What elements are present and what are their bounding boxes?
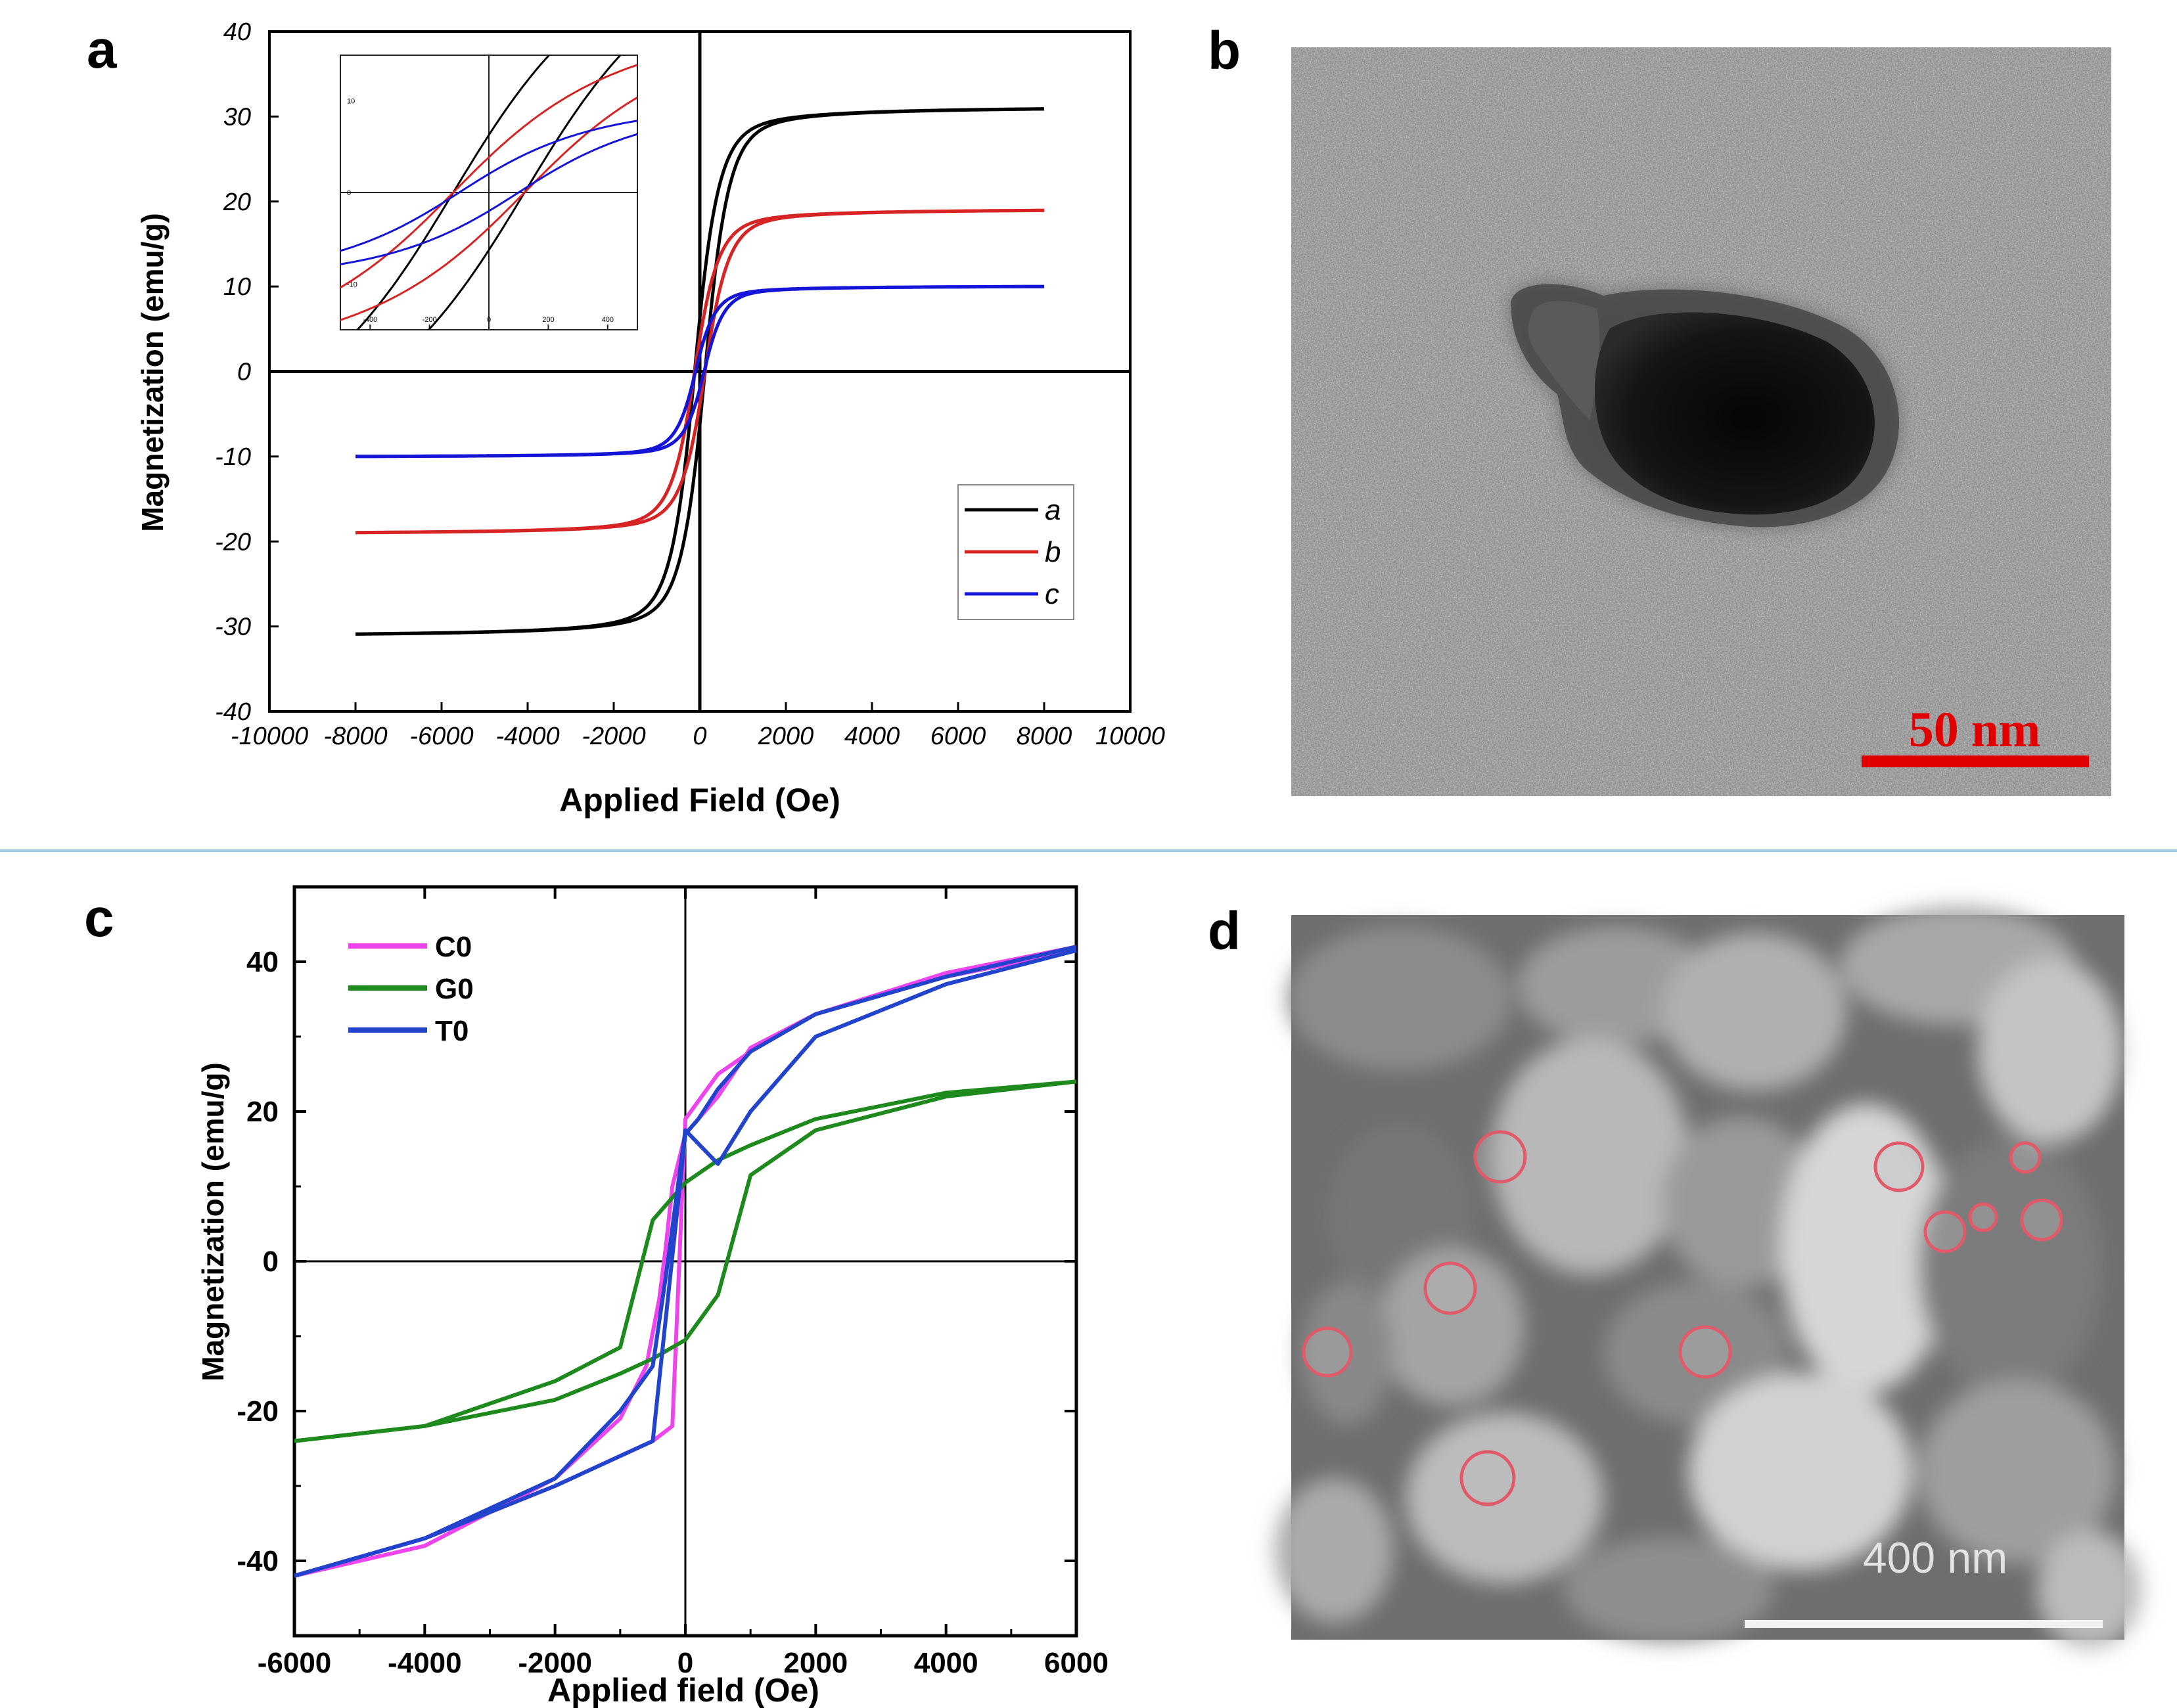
chart-c-xtick-label: -6000 [258, 1647, 332, 1679]
chart-a-ytick-label: -20 [215, 528, 251, 556]
chart-a-xlabel: Applied Field (Oe) [559, 782, 840, 819]
chart-c-xtick-label: 4000 [914, 1647, 978, 1679]
chart-c-ytick-label: 0 [263, 1246, 279, 1278]
chart-a-xtick-label: 4000 [844, 723, 900, 750]
chart-a-xtick-label: -6000 [409, 723, 473, 750]
tem-micrograph: 50 nm [1291, 47, 2111, 796]
chart-a-legend-label: c [1045, 578, 1059, 610]
chart-c-series-T0-lower [294, 948, 1077, 1578]
chart-c-legend-label: G0 [435, 973, 474, 1005]
chart-a-inset-ytick-label: 0 [347, 189, 351, 197]
chart-a-inset-series-a [356, 55, 551, 330]
chart-a-ytick-label: 30 [223, 103, 251, 131]
panel-label-d: d [1208, 901, 1241, 961]
sem-highlight-circles [1302, 1130, 2063, 1506]
chart-a-ytick-label: 20 [223, 189, 251, 216]
chart-c-xtick-label: -4000 [388, 1647, 462, 1679]
chart-c-ytick-label: -40 [237, 1545, 279, 1577]
chart-c-ylabel: Magnetization (emu/g) [196, 1062, 230, 1382]
chart-a-inset-series-a [427, 55, 622, 330]
chart-a-ytick-label: 10 [223, 273, 251, 301]
nanoparticle [1511, 284, 1899, 528]
highlight-circle [2020, 1198, 2063, 1242]
chart-a-inset-xtick-label: 0 [487, 316, 491, 324]
chart-c-series-G0-upper [294, 1079, 1077, 1443]
highlight-circle [1873, 1141, 1925, 1192]
chart-a-xtick-label: -4000 [495, 723, 559, 750]
chart-c-ytick-label: -20 [237, 1395, 279, 1427]
chart-c-xtick-label: 6000 [1044, 1647, 1109, 1679]
chart-a-inset-series-c [340, 133, 637, 265]
chart-c-legend-label: C0 [435, 931, 472, 963]
chart-c-series-G0-lower [294, 1079, 1077, 1443]
chart-a-inset-series-b [340, 64, 637, 289]
chart-c-hysteresis: -6000 -4000 -2000 0 2000 4000 6000 -40 -20 0 20 40 C… [237, 885, 1109, 1679]
scale-bar-label-b: 50 nm [1909, 702, 2041, 757]
chart-c-xtick-label: -2000 [518, 1647, 592, 1679]
chart-a-ytick-label: -30 [215, 614, 251, 641]
sem-micrograph: 400 nm [1275, 907, 2142, 1649]
chart-c-legend-label: T0 [435, 1015, 469, 1047]
chart-c-xtick-label: 0 [677, 1647, 693, 1679]
chart-a-ytick-label: -40 [215, 698, 251, 726]
scale-bar-d [1745, 1620, 2103, 1628]
chart-a-series-b [355, 208, 1045, 535]
chart-a-inset-series-c [340, 120, 637, 252]
chart-a-inset-series-b [340, 96, 637, 321]
scale-bar-label-d: 400 nm [1863, 1533, 2007, 1582]
chart-c-ytick-label: 20 [246, 1096, 279, 1128]
panel-label-c: c [84, 888, 114, 948]
chart-a-inset-xtick-label: 400 [602, 316, 614, 324]
chart-a-legend-label: b [1045, 536, 1061, 568]
chart-a-ylabel: Magnetization (emu/g) [135, 213, 170, 532]
panel-label-b: b [1208, 21, 1241, 81]
chart-a-xtick-label: -2000 [582, 723, 645, 750]
highlight-circle [1968, 1202, 1998, 1232]
chart-a-series-a [355, 107, 1044, 636]
chart-a-inset-xtick-label: 200 [542, 316, 554, 324]
chart-a-xtick-label: -10000 [231, 723, 308, 750]
highlight-circle [1678, 1325, 1732, 1379]
chart-a-ytick-label: -10 [215, 443, 251, 471]
chart-c-series-T0-upper [294, 945, 1077, 1578]
highlight-circle [1473, 1130, 1527, 1184]
chart-a-ytick-label: 40 [223, 18, 251, 46]
highlight-circle [1459, 1450, 1516, 1506]
sem-particles [1275, 907, 2142, 1649]
panel-label-a: a [87, 20, 118, 79]
chart-a-series-c [355, 284, 1044, 459]
chart-a-inset-xtick-label: -200 [423, 316, 437, 324]
chart-a-xtick-label: 6000 [930, 723, 986, 750]
highlight-circle [2009, 1141, 2042, 1174]
chart-c-xlabel: Applied field (Oe) [547, 1672, 819, 1708]
chart-a-ytick-label: 0 [237, 359, 251, 386]
highlight-circle [1923, 1210, 1967, 1253]
chart-a-xtick-label: 2000 [758, 723, 814, 750]
highlight-circle [1423, 1261, 1477, 1315]
chart-c-xtick-label: 2000 [783, 1647, 848, 1679]
chart-a-xtick-label: -8000 [323, 723, 387, 750]
highlight-circle [1302, 1326, 1353, 1378]
scale-bar-b [1862, 755, 2089, 767]
chart-a-legend-label: a [1045, 494, 1061, 526]
chart-a-inset-curves [340, 55, 637, 330]
chart-a-inset-xtick-label: -400 [363, 316, 377, 324]
chart-a-xtick-label: 0 [693, 723, 706, 750]
chart-a-xtick-label: 8000 [1017, 723, 1072, 750]
chart-a-xtick-label: 10000 [1095, 723, 1165, 750]
chart-a-inset-ytick-label: 10 [347, 98, 355, 106]
chart-c-ytick-label: 40 [246, 946, 279, 978]
